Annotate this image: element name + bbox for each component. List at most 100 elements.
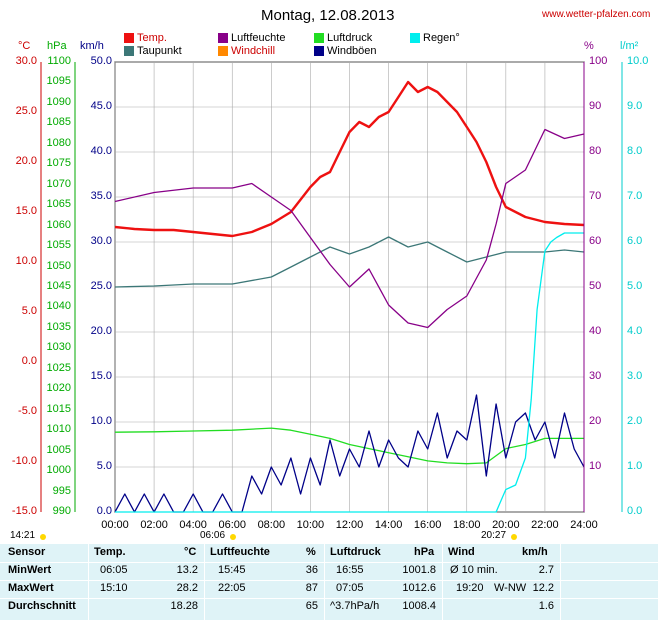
wind-direction: W-NW — [494, 582, 527, 594]
pressure-tick-label: 1000 — [46, 464, 71, 477]
pressure-tick-label: 1065 — [46, 198, 71, 211]
temp-value: 28.2 — [176, 582, 198, 594]
wind-time: 19:20 — [456, 582, 484, 594]
humidity-value: 87 — [305, 582, 318, 594]
stats-row-avg: Durchschnitt 18.28 65 ^3.7hPa/h 1008.4 1… — [0, 598, 658, 616]
pressure-tick-label: 1080 — [46, 136, 71, 149]
wind-tick-label: 15.0 — [90, 370, 112, 382]
time-tick-label: 20:00 — [492, 519, 520, 531]
humidity-tick-label: 100 — [589, 55, 608, 67]
temp-tick-label: 5.0 — [21, 305, 37, 317]
left-time-marker: 14:21 — [10, 530, 36, 541]
time-tick-label: 06:00 — [218, 519, 247, 531]
pressure-tick-label: 1015 — [46, 402, 71, 415]
sunset-icon — [511, 534, 517, 540]
legend-label: Taupunkt — [137, 45, 182, 57]
row-label: MaxWert — [8, 582, 54, 594]
humidity-tick-label: 20 — [589, 415, 602, 427]
humidity-tick-label: 30 — [589, 370, 602, 382]
pressure-tick-label: 1030 — [46, 341, 71, 354]
legend-label: Windchill — [231, 45, 276, 57]
stats-row-max: MaxWert 15:10 28.2 22:05 87 07:05 1012.6… — [0, 580, 658, 598]
pressure-trend: ^3.7hPa/h — [330, 600, 380, 612]
pressure-value: 1001.8 — [402, 564, 436, 576]
header-pressure-unit: hPa — [414, 546, 435, 558]
temp-tick-label: 15.0 — [15, 205, 37, 217]
temp-time: 15:10 — [100, 582, 128, 594]
legend-label: Luftfeuchte — [231, 32, 286, 44]
humidity-unit-label: % — [584, 40, 594, 52]
wind-tick-label: 45.0 — [90, 100, 112, 112]
pressure-tick-label: 1095 — [46, 75, 71, 88]
site-link[interactable]: www.wetter-pfalzen.com — [542, 9, 651, 20]
wind-tick-label: 20.0 — [90, 325, 112, 337]
header-wind: Wind — [448, 546, 475, 558]
header-temp: Temp. — [94, 546, 126, 558]
series-regen — [115, 232, 584, 513]
wind-tick-label: 25.0 — [90, 280, 112, 292]
time-tick-label: 18:00 — [452, 519, 481, 531]
legend-label: Regen° — [423, 32, 460, 44]
header-temp-unit: °C — [184, 546, 197, 558]
legend-item: Windböen — [314, 45, 377, 57]
pressure-time: 16:55 — [336, 564, 364, 576]
pressure-tick-label: 1005 — [46, 443, 71, 456]
sunrise-icon — [230, 534, 236, 540]
legend-item: Luftfeuchte — [218, 32, 285, 44]
pressure-tick-label: 1050 — [46, 259, 71, 272]
rain-tick-label: 2.0 — [627, 415, 643, 427]
row-label: Durchschnitt — [8, 600, 76, 612]
time-tick-label: 24:00 — [570, 519, 598, 531]
time-tick-label: 00:00 — [101, 519, 129, 531]
pressure-tick-label: 995 — [52, 484, 71, 497]
pressure-tick-label: 1070 — [46, 177, 71, 190]
wind-tick-label: 30.0 — [90, 235, 112, 247]
humidity-tick-label: 10 — [589, 460, 602, 472]
temp-tick-label: 20.0 — [15, 155, 37, 167]
rain-tick-label: 6.0 — [627, 235, 643, 247]
humidity-value: 36 — [305, 564, 318, 576]
rain-tick-label: 5.0 — [627, 280, 643, 292]
wind-tick-label: 35.0 — [90, 190, 112, 202]
rain-tick-label: 9.0 — [627, 100, 643, 112]
series-windb-en — [114, 394, 585, 513]
legend-swatch — [410, 33, 420, 43]
rain-unit-label: l/m² — [620, 40, 639, 52]
weather-chart — [40, 61, 623, 513]
temp-tick-label: -5.0 — [18, 405, 37, 417]
sunrise-time: 06:06 — [200, 530, 226, 541]
wind-value: 12.2 — [532, 582, 554, 594]
legend-swatch — [218, 33, 228, 43]
stats-header-row: Sensor Temp. °C Luftfeuchte % Luftdruck … — [0, 544, 658, 562]
time-tick-label: 08:00 — [257, 519, 286, 531]
time-tick-label: 12:00 — [335, 519, 364, 531]
pressure-tick-label: 1085 — [46, 116, 71, 129]
header-wind-unit: km/h — [522, 546, 548, 558]
sunset-time: 20:27 — [481, 530, 507, 541]
time-tick-label: 04:00 — [179, 519, 207, 531]
rain-tick-label: 1.0 — [627, 460, 643, 472]
legend-swatch — [314, 33, 324, 43]
wind-tick-label: 5.0 — [96, 460, 112, 472]
pressure-tick-label: 1100 — [47, 55, 71, 67]
rain-tick-label: 3.0 — [627, 370, 643, 382]
pressure-tick-label: 1045 — [46, 280, 71, 292]
temp-value: 18.28 — [170, 600, 198, 612]
temp-tick-label: -10.0 — [11, 455, 37, 467]
legend-item: Luftdruck — [314, 32, 372, 44]
legend-label: Windböen — [327, 45, 377, 57]
rain-tick-label: 8.0 — [627, 145, 643, 157]
time-tick-label: 02:00 — [140, 519, 168, 531]
row-label: MinWert — [8, 564, 52, 576]
pressure-tick-label: 1025 — [46, 361, 71, 374]
legend-label: Temp. — [137, 32, 167, 44]
legend-item: Regen° — [410, 32, 460, 44]
legend-item: Temp. — [124, 32, 167, 44]
header-humidity-unit: % — [306, 546, 316, 558]
wind-value: 1.6 — [538, 600, 554, 612]
time-tick-label: 16:00 — [413, 519, 442, 531]
temp-tick-label: 25.0 — [15, 105, 37, 117]
pressure-time: 07:05 — [336, 582, 364, 594]
temp-value: 13.2 — [176, 564, 198, 576]
wind-tick-label: 0.0 — [96, 505, 112, 517]
